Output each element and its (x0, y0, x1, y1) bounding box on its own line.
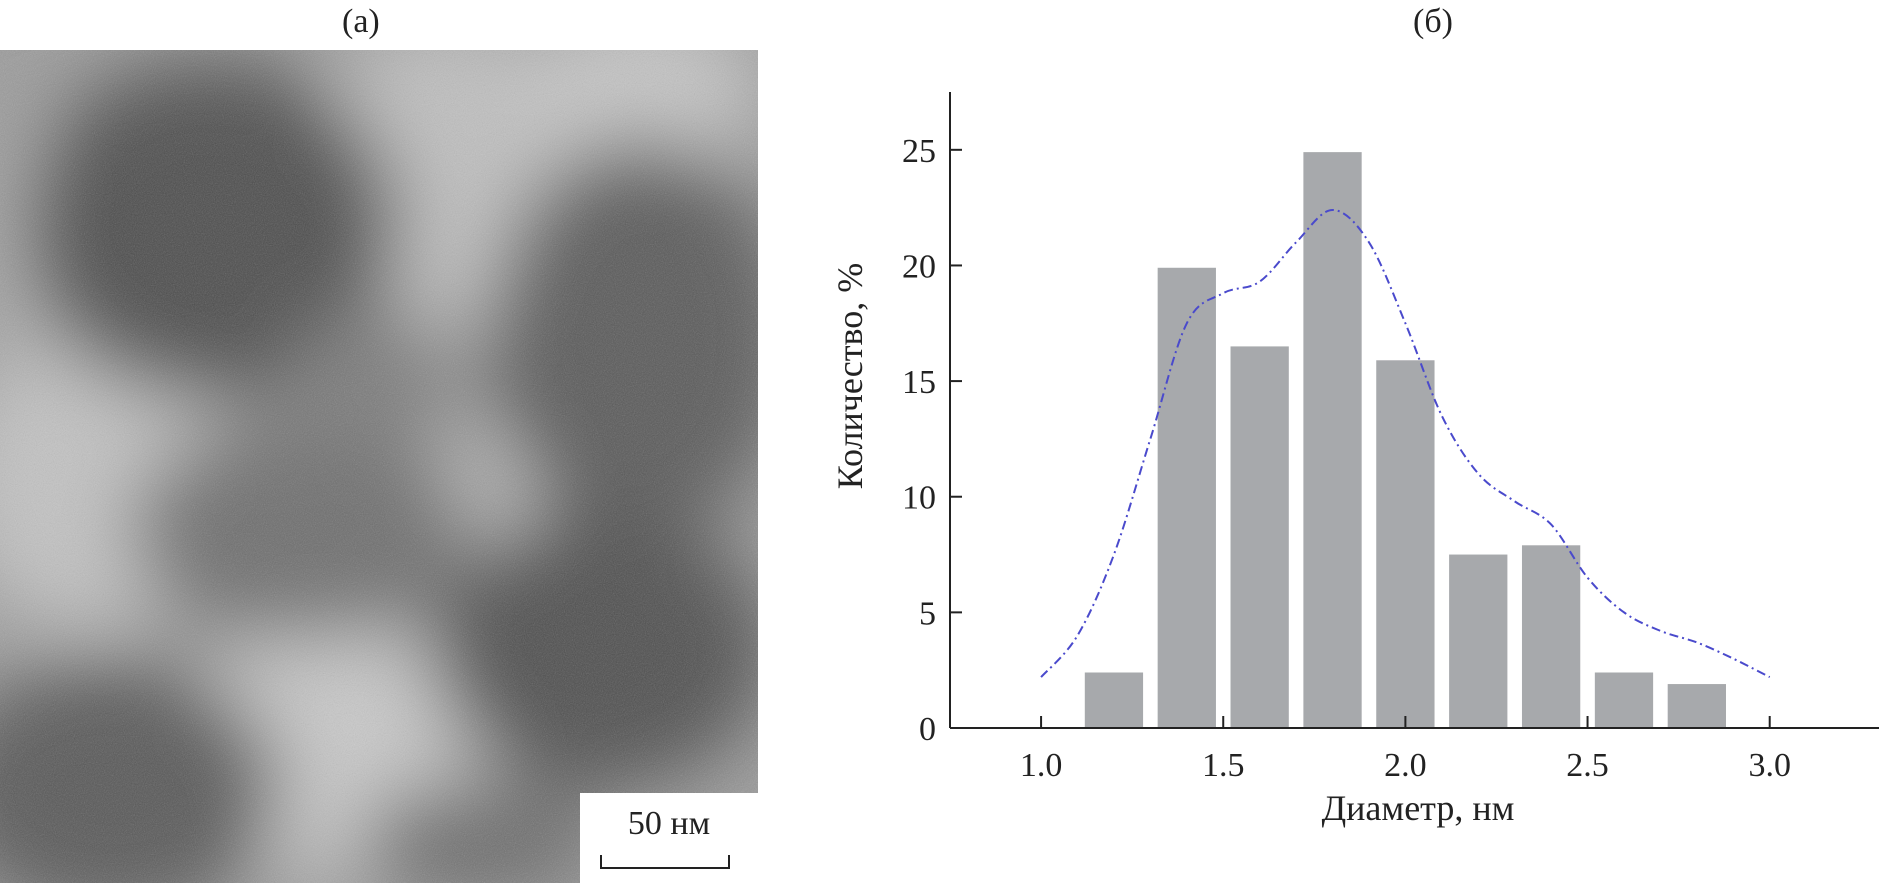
bars-layer (1084, 152, 1726, 728)
bar-5 (1449, 554, 1508, 728)
y-axis-label: Количество, % (830, 263, 870, 489)
bar-6 (1521, 545, 1581, 728)
bar-1 (1157, 267, 1216, 728)
x-axis-label: Диаметр, нм (1322, 788, 1515, 828)
fit-curve-layer (1040, 208, 1771, 679)
x-tick-label-3: 2.5 (1566, 747, 1609, 784)
y-tick-label-0: 0 (919, 711, 936, 748)
y-tick-label-1: 5 (919, 595, 936, 632)
scale-bar-box: 50 нм (580, 793, 758, 883)
y-tick-label-3: 15 (902, 364, 936, 401)
y-tick-label-5: 25 (902, 133, 936, 170)
bar-8 (1667, 684, 1726, 728)
x-tick-label-0: 1.0 (1020, 747, 1062, 784)
scale-bar (600, 855, 730, 869)
bar-3 (1303, 152, 1362, 728)
axes-layer: 0 5 10 15 20 25 1.0 1.5 2.0 2.5 3.0 (902, 92, 1879, 784)
bar-7 (1594, 672, 1654, 728)
tem-image (0, 50, 758, 883)
x-tick-label-2: 2.0 (1384, 747, 1427, 784)
bar-2 (1230, 346, 1289, 728)
panel-a-label: (а) (342, 3, 380, 40)
bar-0 (1084, 672, 1144, 728)
bar-4 (1376, 360, 1435, 728)
tem-micrograph: 50 нм (0, 50, 758, 883)
fit-curve (1040, 208, 1771, 679)
histogram-chart: 0 5 10 15 20 25 1.0 1.5 2.0 2.5 3.0 Диаметр, нм Ко… (830, 92, 1879, 828)
y-tick-label-4: 20 (902, 248, 936, 285)
panel-b-label: (б) (1413, 3, 1453, 40)
scale-bar-label: 50 нм (627, 805, 711, 842)
x-tick-label-1: 1.5 (1202, 747, 1245, 784)
x-tick-label-4: 3.0 (1748, 747, 1791, 784)
y-tick-label-2: 10 (902, 480, 936, 517)
